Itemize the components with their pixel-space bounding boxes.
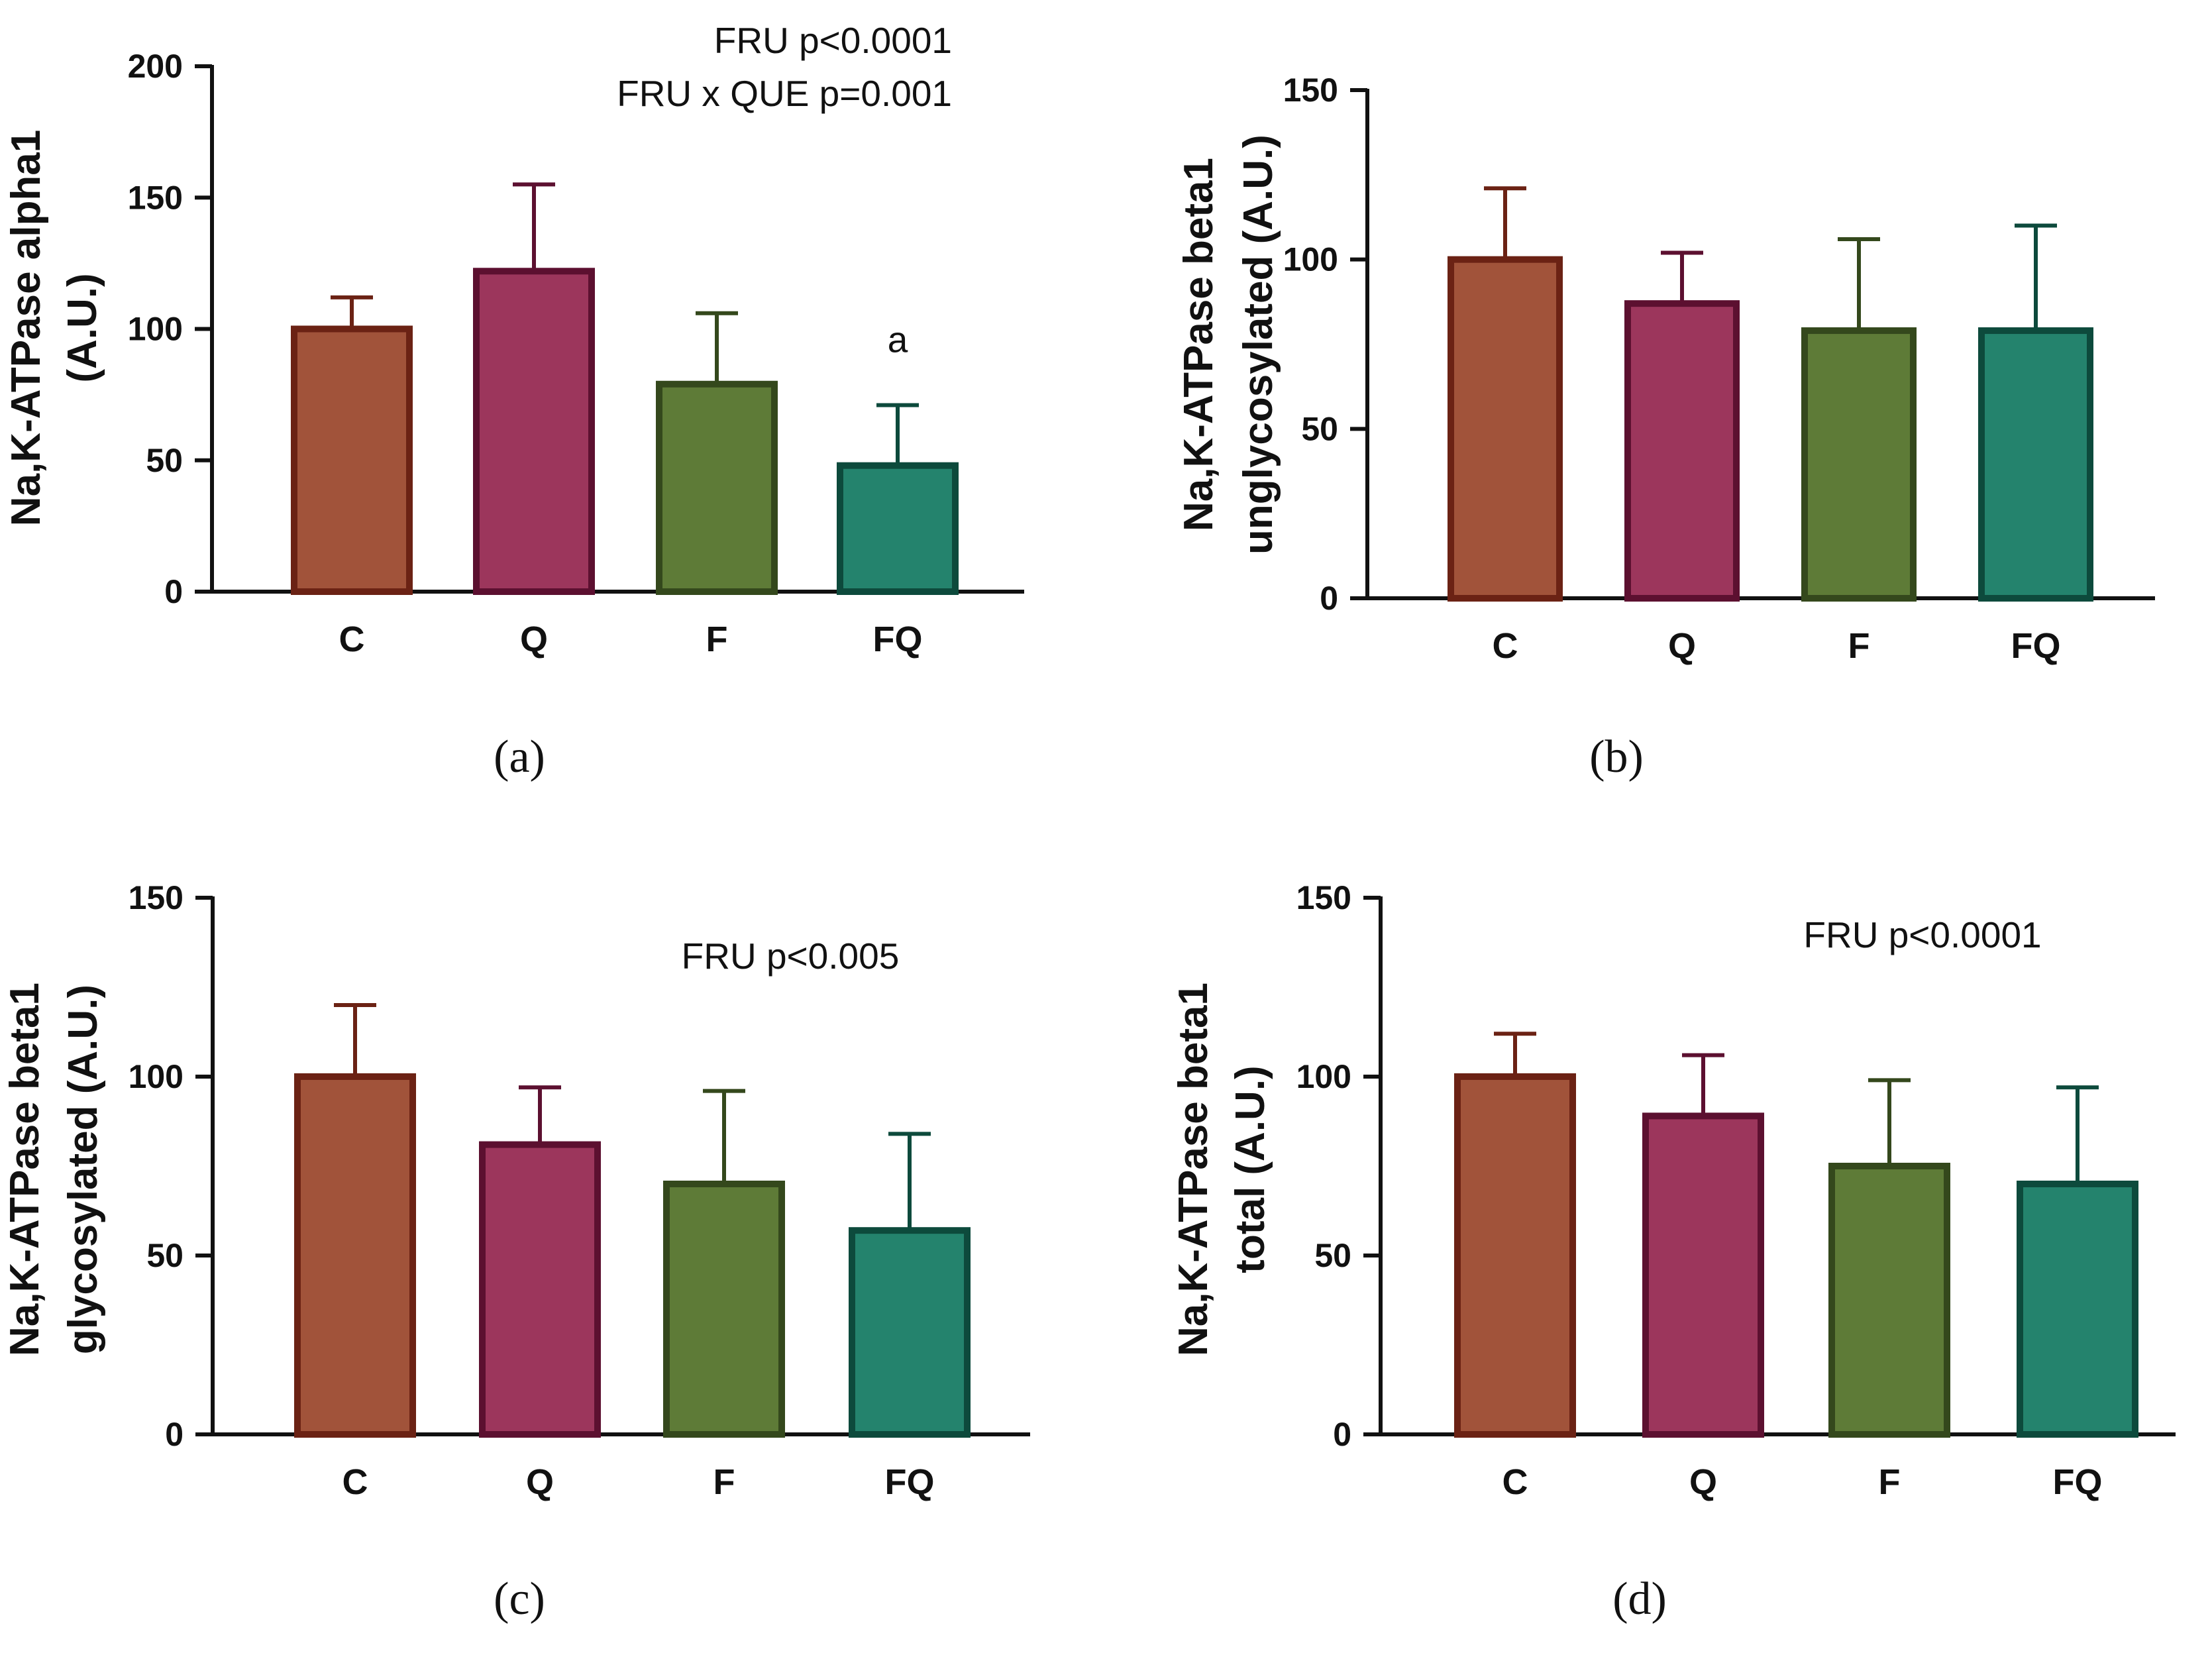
y-tick-label: 150 bbox=[1283, 72, 1338, 109]
panel-label: (c) bbox=[494, 1574, 545, 1625]
y-tick-label: 150 bbox=[129, 879, 184, 916]
bar-fq bbox=[837, 462, 959, 595]
x-category-label: FQ bbox=[885, 1462, 935, 1502]
bar-fq bbox=[849, 1227, 971, 1438]
y-tick-label: 150 bbox=[128, 179, 183, 216]
chart-panel-3: 0 50 100 150 C Q F FQ Na,K-ATPase beta1 glycosyla… bbox=[2, 879, 1030, 1625]
y-tick-label: 100 bbox=[128, 311, 183, 348]
x-category-label: F bbox=[706, 619, 728, 659]
x-category-label: Q bbox=[1668, 626, 1696, 666]
stats-annotation: FRU p<0.005 bbox=[682, 935, 900, 977]
y-tick-label: 50 bbox=[146, 1237, 184, 1274]
x-category-label: C bbox=[342, 1462, 368, 1502]
y-axis-label: glycosylated (A.U.) bbox=[60, 985, 106, 1354]
bar-f bbox=[663, 1181, 785, 1438]
bar-f bbox=[1801, 327, 1917, 602]
bar-c bbox=[294, 1073, 416, 1438]
y-tick-label: 50 bbox=[1301, 410, 1338, 447]
bar-f bbox=[1828, 1163, 1950, 1438]
y-tick-label: 0 bbox=[1320, 580, 1338, 617]
stats-annotation: FRU p<0.0001 bbox=[1803, 914, 2041, 955]
y-tick-label: 50 bbox=[1314, 1237, 1351, 1274]
x-category-label: F bbox=[1848, 626, 1870, 666]
x-category-label: F bbox=[713, 1462, 735, 1502]
y-axis-label: Na,K-ATPase beta1 bbox=[1171, 983, 1216, 1356]
y-tick-label: 0 bbox=[164, 573, 183, 610]
x-category-label: C bbox=[339, 619, 365, 659]
panel-label: (d) bbox=[1612, 1574, 1667, 1625]
x-category-label: Q bbox=[520, 619, 548, 659]
x-category-label: F bbox=[1879, 1462, 1901, 1502]
y-tick-label: 100 bbox=[129, 1058, 184, 1095]
x-category-label: FQ bbox=[2053, 1462, 2103, 1502]
x-category-label: FQ bbox=[873, 619, 923, 659]
bar-q bbox=[1642, 1112, 1764, 1438]
stats-annotation: FRU p<0.0001 bbox=[714, 20, 952, 61]
chart-panel-1: 0 50 100 150 200 C Q F FQ a Na,K-ATPase alpha1 (A.U… bbox=[3, 20, 1024, 782]
bar-c bbox=[1448, 256, 1563, 602]
bar-q bbox=[473, 268, 595, 595]
chart-panel-4: 0 50 100 150 C Q F FQ Na,K-ATPase beta1 total (A.… bbox=[1171, 879, 2176, 1625]
significance-mark: a bbox=[888, 319, 908, 360]
y-axis-label: total (A.U.) bbox=[1228, 1065, 1273, 1273]
bar-c bbox=[1454, 1073, 1576, 1438]
y-tick-label: 150 bbox=[1296, 879, 1351, 916]
y-axis-label: Na,K-ATPase alpha1 bbox=[3, 130, 49, 526]
x-category-label: Q bbox=[526, 1462, 554, 1502]
x-category-label: C bbox=[1502, 1462, 1528, 1502]
bar-q bbox=[479, 1141, 601, 1438]
bar-c bbox=[291, 325, 413, 595]
y-axis-label: unglycosylated (A.U.) bbox=[1236, 134, 1281, 555]
bar-fq bbox=[1978, 327, 2093, 602]
y-axis-label: Na,K-ATPase beta1 bbox=[2, 983, 48, 1356]
y-tick-label: 50 bbox=[146, 442, 183, 479]
bar-fq bbox=[2017, 1181, 2138, 1438]
y-tick-label: 200 bbox=[128, 48, 183, 85]
y-axis-label: (A.U.) bbox=[60, 273, 105, 382]
panel-label: (a) bbox=[494, 731, 545, 782]
y-tick-label: 100 bbox=[1296, 1058, 1351, 1095]
x-category-label: C bbox=[1493, 626, 1518, 666]
y-axis-label: Na,K-ATPase beta1 bbox=[1176, 158, 1222, 531]
x-category-label: FQ bbox=[2011, 626, 2061, 666]
x-category-label: Q bbox=[1689, 1462, 1717, 1502]
chart-panel-2: 0 50 100 150 C Q F FQ Na,K-ATPase beta1 unglycosy… bbox=[1176, 72, 2155, 782]
y-tick-label: 100 bbox=[1283, 241, 1338, 278]
panel-label: (b) bbox=[1589, 731, 1644, 782]
bar-f bbox=[656, 380, 778, 595]
y-tick-label: 0 bbox=[165, 1416, 184, 1453]
y-tick-label: 0 bbox=[1333, 1416, 1351, 1453]
bar-q bbox=[1624, 300, 1740, 602]
stats-annotation: FRU x QUE p=0.001 bbox=[617, 73, 952, 114]
